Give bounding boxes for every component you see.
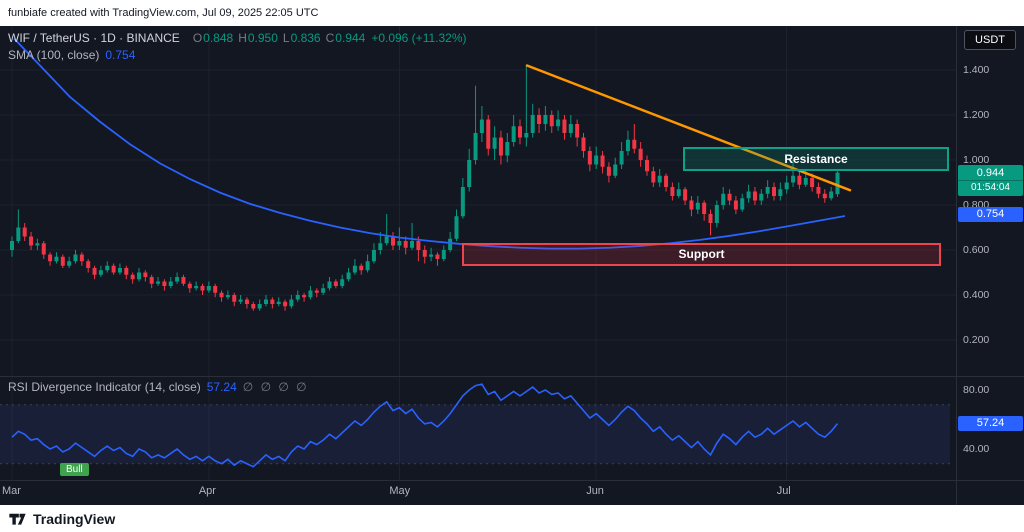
- symbol-title[interactable]: WIF / TetherUS · 1D · BINANCE: [8, 30, 180, 45]
- time-tick-mar: Mar: [2, 485, 21, 497]
- support-box[interactable]: Support: [462, 243, 941, 266]
- price-tick: 0.400: [963, 289, 990, 301]
- sma-legend-name[interactable]: SMA (100, close): [8, 47, 100, 62]
- attribution-bar: funbiafe created with TradingView.com, J…: [0, 0, 1024, 26]
- price-tick: 0.600: [963, 244, 990, 256]
- currency-usdt-button[interactable]: USDT: [964, 30, 1016, 50]
- high-value: 0.950: [247, 30, 278, 45]
- tradingview-logo-icon[interactable]: [8, 509, 27, 528]
- pane-separator[interactable]: [0, 376, 1024, 377]
- price-axis[interactable]: 0.944 01:54:04 0.754 57.24 1.400 1.200 1.0…: [957, 26, 1024, 505]
- time-tick-jun: Jun: [586, 485, 604, 497]
- bar-countdown: 01:54:04: [958, 179, 1023, 195]
- bull-badge: Bull: [60, 463, 89, 476]
- low-value: 0.836: [290, 30, 321, 45]
- support-label: Support: [678, 247, 725, 262]
- time-tick-jul: Jul: [776, 485, 791, 497]
- change-value: +0.096 (+11.32%): [371, 30, 467, 45]
- chart-canvas[interactable]: [0, 26, 956, 505]
- footer-brand[interactable]: TradingView: [33, 510, 116, 527]
- symbol-legend-row: WIF / TetherUS · 1D · BINANCE O 0.848 H …: [8, 29, 467, 46]
- sma-value-badge: 0.754: [958, 207, 1023, 223]
- close-value: 0.944: [335, 30, 366, 45]
- price-tick: 1.200: [963, 109, 990, 121]
- sma-legend-value: 0.754: [105, 47, 136, 62]
- rsi-tick: 80.00: [963, 384, 990, 396]
- open-label: O: [192, 30, 203, 45]
- rsi-legend-na-values: ∅ ∅ ∅ ∅: [242, 380, 309, 394]
- last-price-value: 0.944: [976, 166, 1005, 179]
- close-label: C: [325, 30, 335, 45]
- price-tick: 1.400: [963, 64, 990, 76]
- time-axis-separator: [0, 480, 1024, 481]
- sma-legend-row: SMA (100, close) 0.754: [8, 46, 467, 63]
- bull-label: Bull: [66, 464, 83, 475]
- low-label: L: [282, 30, 290, 45]
- last-price-badge: 0.944 01:54:04: [958, 164, 1023, 196]
- price-tick: 0.200: [963, 334, 990, 346]
- resistance-box[interactable]: Resistance: [683, 146, 949, 171]
- open-value: 0.848: [203, 30, 234, 45]
- rsi-legend: RSI Divergence Indicator (14, close) 57.…: [8, 380, 309, 394]
- rsi-tick: 40.00: [963, 443, 990, 455]
- chart-area: Resistance Support WIF / TetherUS · 1D ·…: [0, 26, 1024, 505]
- footer-bar: TradingView: [0, 505, 1024, 532]
- resistance-label: Resistance: [784, 151, 848, 166]
- high-label: H: [238, 30, 247, 45]
- rsi-value-badge: 57.24: [958, 415, 1023, 431]
- main-legend: WIF / TetherUS · 1D · BINANCE O 0.848 H …: [8, 29, 467, 63]
- time-axis[interactable]: Mar Apr May Jun Jul: [0, 481, 956, 505]
- price-axis-separator: [956, 26, 957, 505]
- attribution-text: funbiafe created with TradingView.com, J…: [8, 7, 319, 19]
- time-tick-may: May: [389, 485, 411, 497]
- rsi-legend-name[interactable]: RSI Divergence Indicator (14, close): [8, 380, 201, 394]
- rsi-legend-value: 57.24: [206, 380, 237, 394]
- price-tick: 1.000: [963, 154, 990, 166]
- time-tick-apr: Apr: [198, 485, 216, 497]
